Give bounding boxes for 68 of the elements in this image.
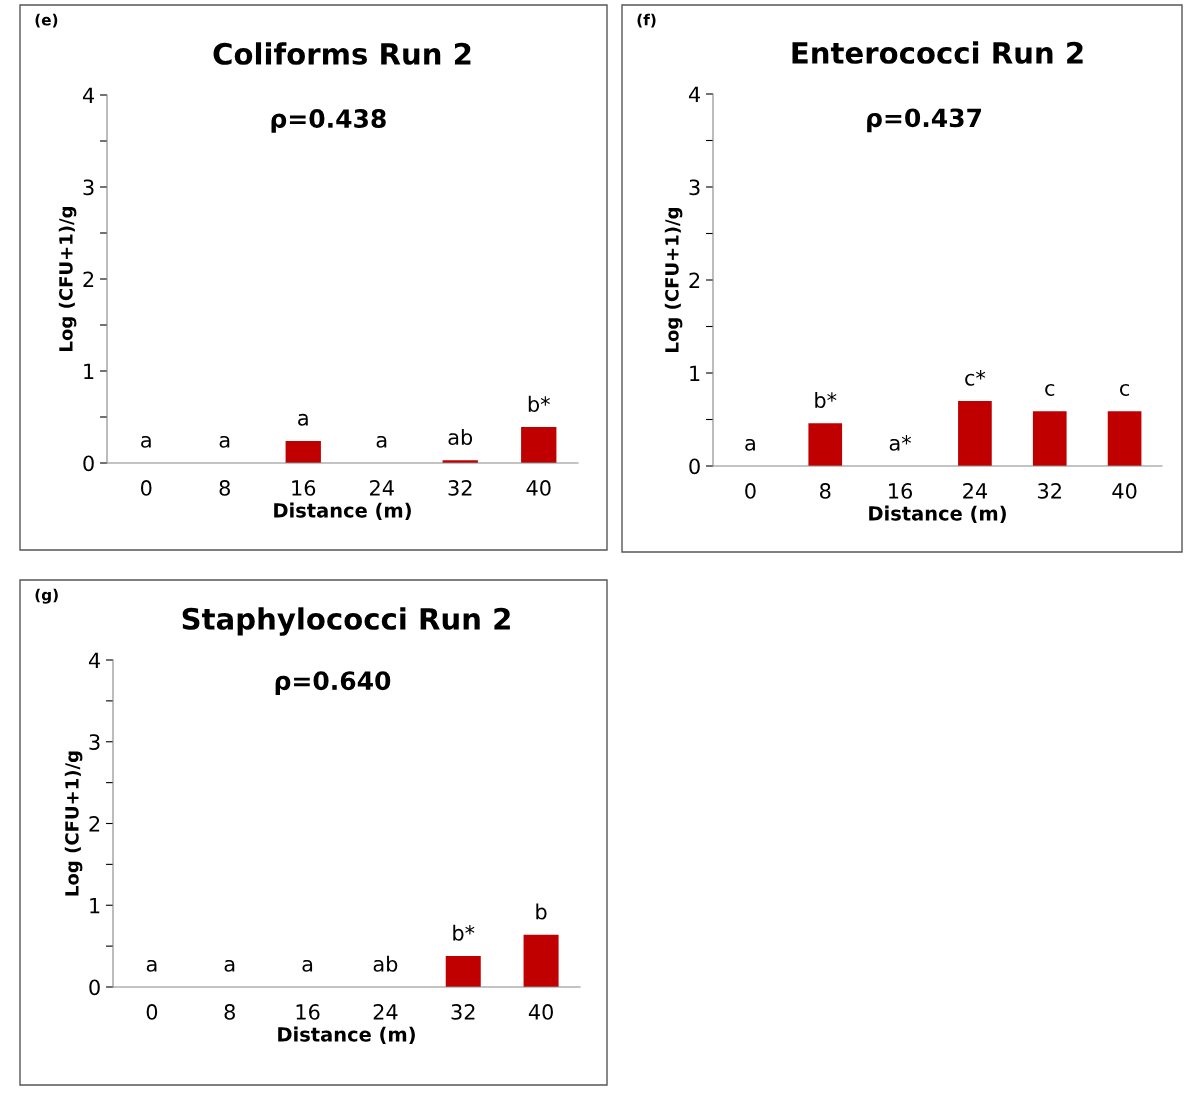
y-tick-label: 1 [84,363,94,379]
y-tick-label: 0 [89,979,100,996]
x-axis-title: Distance (m) [869,505,1006,523]
y-tick-label: 1 [90,897,100,914]
x-tick-label: 16 [296,1004,320,1020]
data-label: b* [528,395,550,412]
text: (g) [35,588,58,604]
data-label: a [376,435,387,448]
data-label: a [745,438,755,451]
x-axis-title: Distance (m) [274,502,411,520]
x-tick-label: 16 [889,483,913,499]
chart-title: Staphylococci Run 2 [182,607,510,636]
data-label: ab [448,428,473,446]
x-tick-label: 8 [820,483,831,499]
data-label: c [1045,384,1055,396]
x-tick-label: 32 [448,480,472,496]
chart-title: Coliforms Run 2 [213,42,471,65]
y-axis-title: Log (CFU+1)/g [664,207,683,352]
y-tick-label: 0 [83,455,94,472]
text: (f) [637,13,656,28]
data-label: a [224,959,235,972]
chart-title: Enterococci Run 2 [792,41,1083,64]
x-axis-title: Distance (m) [278,1026,415,1044]
x-tick-label: 24 [373,1004,398,1020]
x-tick-label: 40 [528,1004,553,1020]
y-tick-label: 4 [88,652,101,668]
bar [285,440,321,463]
chart-subtitle: ρ=0.640 [275,671,391,695]
x-tick-label: 0 [745,483,756,499]
x-tick-label: 32 [1038,483,1061,499]
x-tick-label: 32 [451,1004,475,1020]
data-label: a* [889,435,912,451]
y-tick-label: 4 [82,87,95,103]
x-tick-label: 8 [219,480,230,496]
y-tick-label: 3 [89,734,100,750]
bar [521,427,557,463]
data-label: a [141,435,151,448]
y-tick-label: 4 [688,86,701,102]
y-tick-label: 1 [690,365,700,381]
y-tick-label: 3 [83,179,94,196]
y-axis-title: Log (CFU+1)/g [64,751,83,896]
data-label: a [146,959,157,972]
data-label: c* [965,369,986,386]
x-tick-label: 8 [224,1004,235,1020]
y-tick-label: 2 [689,272,700,288]
y-tick-label: 2 [89,815,100,832]
data-label: a [219,435,230,448]
x-tick-label: 0 [146,1004,158,1020]
data-label: b [536,903,547,920]
text: ρ=0.438 [271,109,386,133]
x-tick-label: 40 [526,480,551,496]
x-tick-label: 16 [292,480,316,496]
data-label: b* [453,924,475,941]
y-tick-label: 2 [83,271,94,287]
y-axis-title: Log (CFU+1)/g [58,206,77,351]
data-label: a [298,413,308,426]
x-tick-label: 24 [370,480,394,496]
text: (e) [35,13,58,28]
data-label: a [302,959,313,972]
y-tick-label: 3 [689,179,700,196]
x-tick-label: 24 [963,483,987,499]
y-tick-label: 0 [689,458,700,475]
data-label: ab [373,955,398,972]
x-tick-label: 0 [141,480,152,496]
x-tick-label: 40 [1112,483,1137,499]
data-label: b* [815,391,837,409]
data-label: c [1120,384,1130,396]
text: ρ=0.437 [867,108,981,133]
